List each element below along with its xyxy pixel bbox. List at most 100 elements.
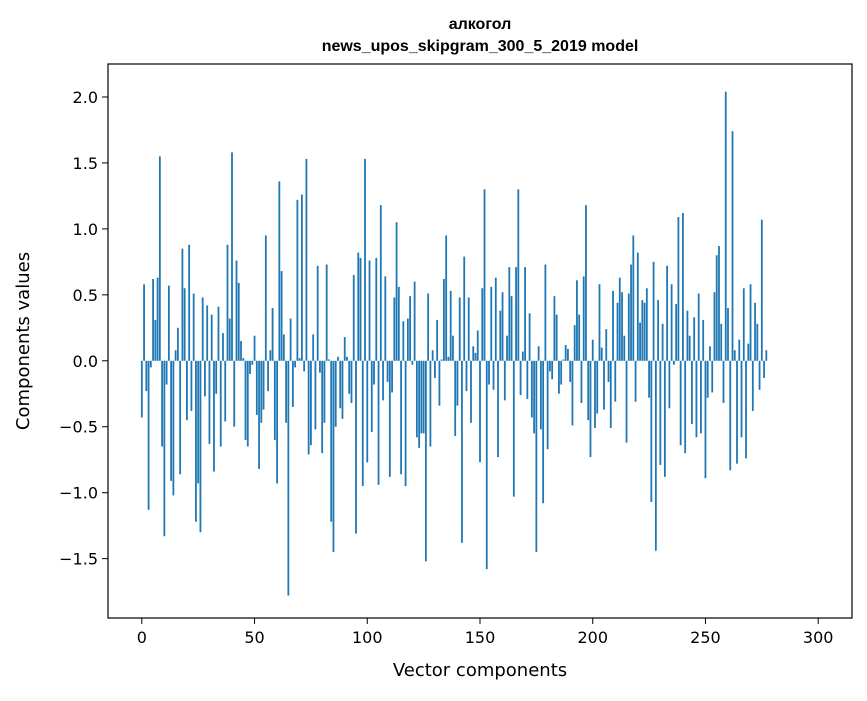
bar [400,360,402,475]
bar [688,335,691,361]
bar [738,339,741,361]
y-tick-label: −1.5 [59,550,98,569]
bar [747,343,750,361]
bar [497,360,499,458]
bar [357,252,360,361]
bar [165,360,168,385]
bar [296,199,299,361]
bar [693,317,696,361]
bar [465,360,468,392]
bar [573,325,576,361]
y-tick-label: 0.5 [73,286,98,305]
bar [458,297,461,361]
bar [672,360,675,365]
bar [233,360,236,427]
bar [630,264,632,361]
bar [454,360,457,436]
bar [264,235,267,361]
bar [686,310,689,361]
bar [145,360,148,392]
bar [249,360,251,374]
bar [715,255,718,361]
bar [605,329,608,361]
bar [449,290,452,361]
chart-title: алкогол [449,16,512,33]
bar [429,360,432,447]
bar [528,313,531,361]
bar [341,360,344,419]
bar [535,360,538,553]
bar [321,360,324,454]
bar [413,281,416,361]
bar [763,360,765,378]
bar [303,360,306,372]
bar [147,360,150,510]
bar [643,302,646,361]
bar [346,356,348,361]
bar [623,335,626,361]
bar [485,360,488,570]
bar [691,360,693,425]
bar [727,308,729,361]
bar [571,360,574,426]
bar [675,304,678,361]
bar [476,330,479,361]
x-axis-label: Vector components [393,660,567,681]
bar [384,276,387,361]
bar [564,344,567,361]
bar [382,360,384,401]
bar [273,360,276,440]
y-axis-label: Components values [13,252,34,430]
bar [195,360,197,522]
bar [700,360,702,434]
bar [213,360,215,472]
bar [438,360,441,406]
bar [609,360,612,429]
bar [179,360,182,475]
bar [377,360,380,485]
bar [506,335,508,361]
bar [503,360,506,401]
bar [720,323,723,361]
bar [310,360,312,446]
bar [217,306,220,361]
bar [729,360,732,471]
bar [537,346,540,361]
bar [578,314,581,361]
bar [695,360,698,438]
bar [244,360,247,440]
x-tick-label: 0 [137,628,147,647]
bar [524,267,526,361]
bar [616,302,619,361]
bar [291,360,294,407]
bar [366,360,369,463]
bar [206,305,209,361]
bar [751,360,754,411]
bar [355,360,357,534]
bar [316,265,319,361]
bar [512,360,515,497]
bar [258,360,260,469]
bar [558,360,560,394]
bar [204,360,206,397]
bar [420,360,423,434]
bar [636,252,639,361]
bar [659,360,662,465]
x-axis: 0 50 100 150 200 250 300 [137,618,833,647]
bar [603,360,605,410]
plot-frame [107,63,853,619]
bar [348,360,351,394]
bar [404,360,407,487]
y-tick-label: 1.0 [73,220,98,239]
bar [183,288,186,361]
bar [298,358,301,361]
bar [722,360,725,403]
bar [415,360,418,438]
bar [661,323,664,361]
bar [474,352,477,361]
y-tick-label: −0.5 [59,418,98,437]
bar [582,276,585,361]
bar [587,360,590,421]
bar [176,327,179,361]
bar [585,205,587,361]
